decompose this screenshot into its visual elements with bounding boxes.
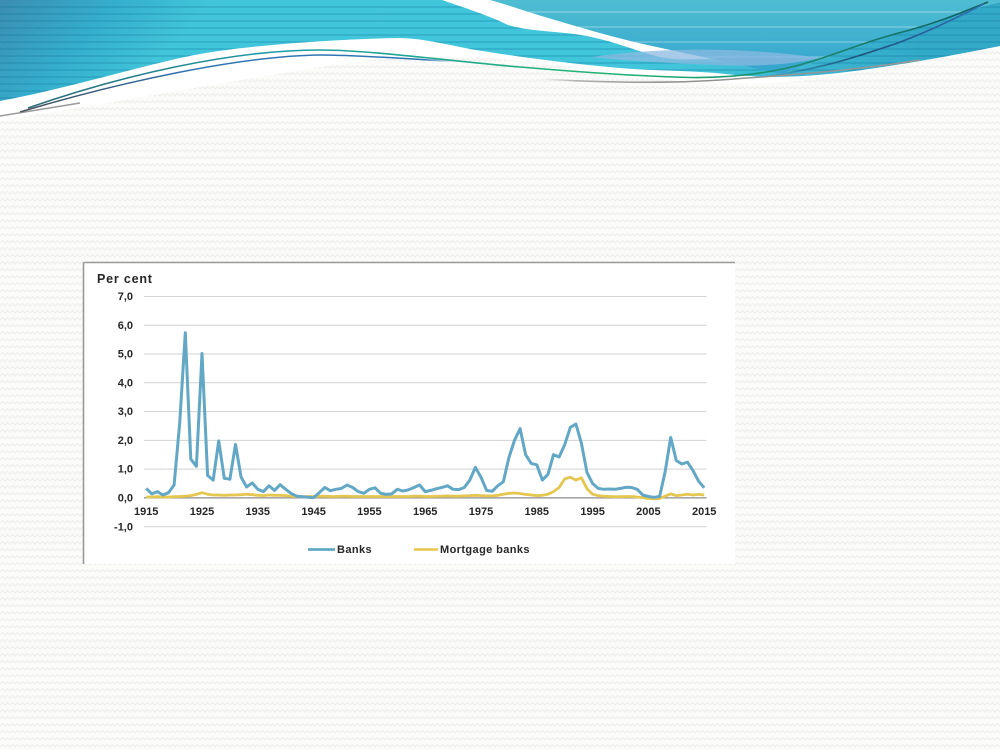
svg-text:1945: 1945	[301, 506, 325, 518]
svg-text:7,0: 7,0	[118, 291, 133, 303]
svg-text:2,0: 2,0	[118, 435, 133, 447]
svg-text:0,0: 0,0	[118, 493, 133, 505]
svg-text:1925: 1925	[190, 506, 214, 518]
svg-text:Banks: Banks	[337, 544, 372, 556]
svg-text:1975: 1975	[469, 506, 493, 518]
svg-text:1915: 1915	[134, 506, 158, 518]
svg-text:2005: 2005	[636, 506, 660, 518]
svg-text:3,0: 3,0	[118, 406, 133, 418]
svg-text:1995: 1995	[580, 506, 604, 518]
svg-text:4,0: 4,0	[118, 377, 133, 389]
svg-text:Mortgage banks: Mortgage banks	[440, 544, 530, 556]
svg-text:1,0: 1,0	[118, 464, 133, 476]
svg-text:1985: 1985	[525, 506, 549, 518]
svg-text:Per cent: Per cent	[97, 272, 153, 286]
svg-text:1935: 1935	[246, 506, 270, 518]
svg-text:6,0: 6,0	[118, 320, 133, 332]
svg-text:1955: 1955	[357, 506, 381, 518]
svg-text:5,0: 5,0	[118, 349, 133, 361]
svg-text:1965: 1965	[413, 506, 437, 518]
svg-text:2015: 2015	[692, 506, 716, 518]
svg-text:-1,0: -1,0	[114, 521, 133, 533]
